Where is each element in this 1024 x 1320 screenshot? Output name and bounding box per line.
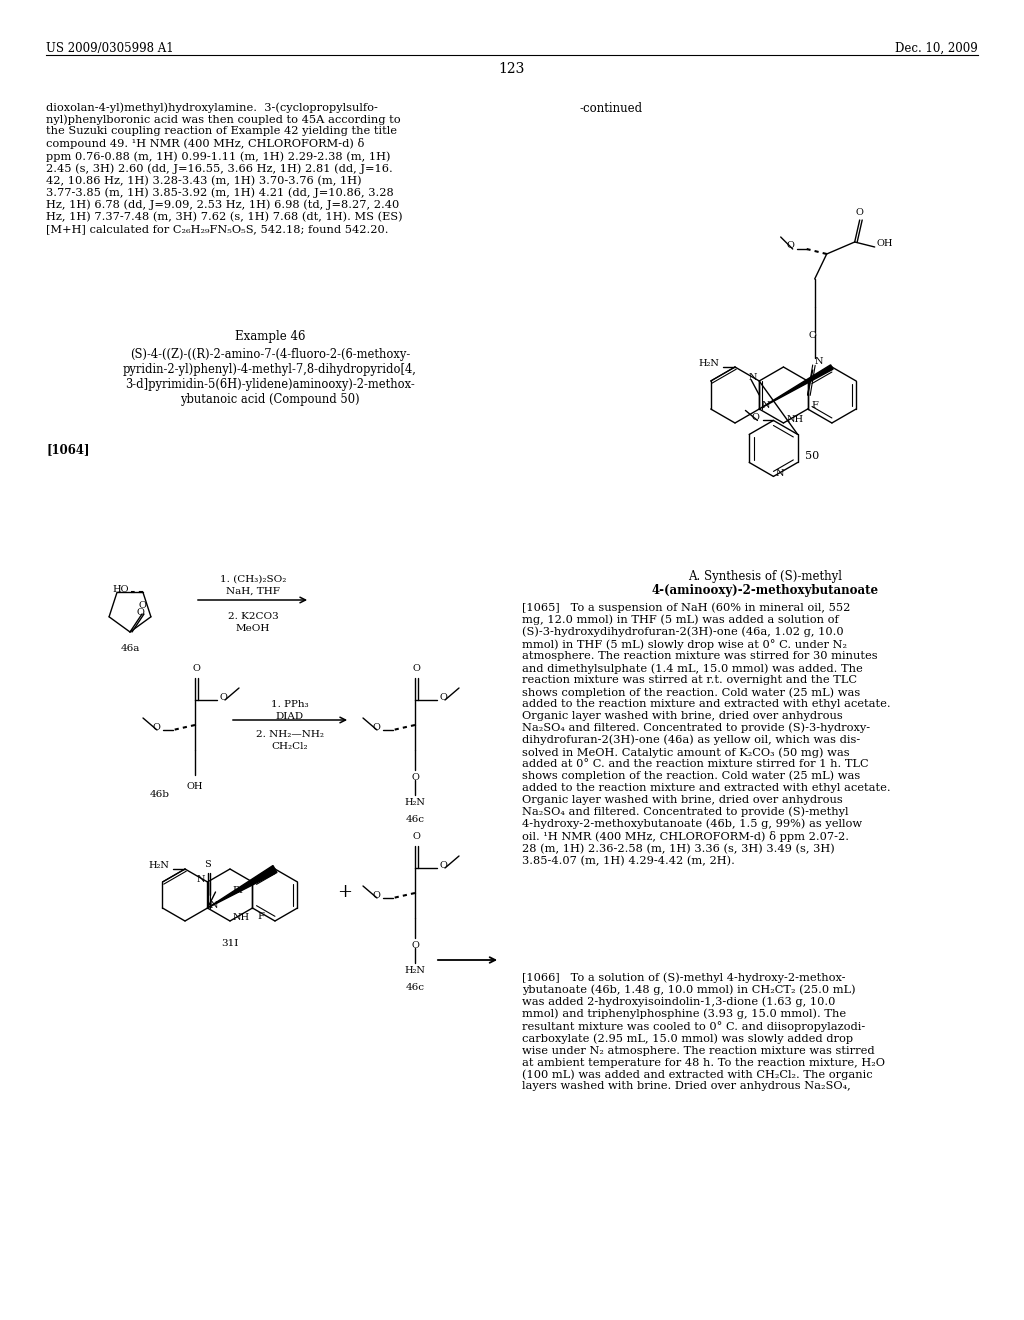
Text: O: O (809, 331, 816, 341)
Text: N: N (749, 374, 758, 383)
Text: O: O (372, 891, 380, 899)
Text: Dec. 10, 2009: Dec. 10, 2009 (895, 42, 978, 55)
Text: O: O (136, 609, 144, 618)
Text: O: O (411, 941, 419, 950)
Text: 123: 123 (499, 62, 525, 77)
Text: NaH, THF: NaH, THF (226, 587, 280, 597)
Text: OH: OH (186, 781, 203, 791)
Text: 46c: 46c (406, 983, 425, 993)
Text: O: O (439, 693, 446, 701)
Text: 4-(aminooxy)-2-methoxybutanoate: 4-(aminooxy)-2-methoxybutanoate (651, 583, 879, 597)
Text: Br: Br (232, 886, 245, 895)
Text: [1065]   To a suspension of NaH (60% in mineral oil, 552
mg, 12.0 mmol) in THF (: [1065] To a suspension of NaH (60% in mi… (522, 602, 891, 866)
Text: Example 46: Example 46 (234, 330, 305, 343)
Text: OH: OH (877, 239, 893, 248)
Text: A. Synthesis of (S)-methyl: A. Synthesis of (S)-methyl (688, 570, 842, 583)
Text: [1064]: [1064] (46, 444, 89, 455)
Text: dioxolan-4-yl)methyl)hydroxylamine.  3-(cyclopropylsulfo-
nyl)phenylboronic acid: dioxolan-4-yl)methyl)hydroxylamine. 3-(c… (46, 102, 402, 234)
Text: N: N (210, 900, 218, 909)
Text: NH: NH (786, 416, 804, 425)
Text: O: O (138, 601, 146, 610)
Polygon shape (759, 364, 834, 409)
Text: O: O (193, 664, 200, 673)
Text: O: O (856, 209, 863, 216)
Text: 46b: 46b (150, 789, 170, 799)
Text: [1066]   To a solution of (S)-methyl 4-hydroxy-2-methox-
ybutanoate (46b, 1.48 g: [1066] To a solution of (S)-methyl 4-hyd… (522, 972, 885, 1092)
Text: 2. K2CO3: 2. K2CO3 (227, 612, 279, 620)
Text: H₂N: H₂N (698, 359, 719, 368)
Text: H₂N: H₂N (404, 799, 425, 807)
Text: O: O (411, 774, 419, 781)
Text: O: O (439, 861, 446, 870)
Text: 46a: 46a (120, 644, 139, 653)
Text: 46c: 46c (406, 814, 425, 824)
Text: O: O (752, 413, 760, 422)
Text: N: N (775, 469, 784, 478)
Text: 1. PPh₃: 1. PPh₃ (271, 700, 309, 709)
Text: O: O (153, 722, 160, 731)
Text: 1. (CH₃)₂SO₂: 1. (CH₃)₂SO₂ (220, 576, 286, 583)
Text: N: N (815, 358, 823, 367)
Text: N: N (761, 401, 770, 411)
Text: CH₂Cl₂: CH₂Cl₂ (271, 742, 308, 751)
Text: O: O (219, 693, 227, 701)
Text: 31I: 31I (221, 939, 239, 948)
Text: MeOH: MeOH (236, 624, 270, 634)
Text: NH: NH (233, 913, 250, 923)
Text: O: O (786, 242, 795, 251)
Text: 50: 50 (805, 451, 819, 461)
Text: N: N (197, 874, 206, 883)
Text: +: + (338, 883, 352, 902)
Text: US 2009/0305998 A1: US 2009/0305998 A1 (46, 42, 174, 55)
Text: O: O (372, 722, 380, 731)
Text: O: O (412, 664, 420, 673)
Text: F: F (812, 401, 818, 411)
Text: H₂N: H₂N (404, 966, 425, 975)
Text: H₂N: H₂N (148, 862, 169, 870)
Text: HO: HO (113, 585, 129, 594)
Text: O: O (412, 832, 420, 841)
Text: (S)-4-((Z)-((R)-2-amino-7-(4-fluoro-2-(6-methoxy-
pyridin-2-yl)phenyl)-4-methyl-: (S)-4-((Z)-((R)-2-amino-7-(4-fluoro-2-(6… (123, 348, 417, 407)
Text: F: F (257, 912, 264, 921)
Text: -continued: -continued (580, 102, 643, 115)
Polygon shape (208, 866, 276, 908)
Text: 2. NH₂—NH₂: 2. NH₂—NH₂ (256, 730, 324, 739)
Text: S: S (204, 861, 211, 869)
Text: DIAD: DIAD (275, 711, 304, 721)
